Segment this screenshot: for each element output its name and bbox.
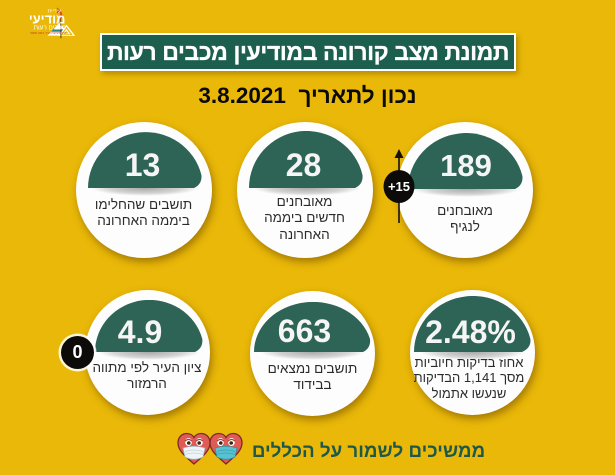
svg-text:מודיעין: מודיעין — [30, 12, 66, 27]
svg-text:עיריית: עיריית — [48, 9, 61, 15]
svg-text:עיר פורצת דרך בואו תגשימו: עיר פורצת דרך בואו תגשימו — [30, 31, 66, 35]
svg-text:+15: +15 — [388, 179, 410, 194]
svg-text:מכבים רעות: מכבים רעות — [34, 25, 66, 32]
